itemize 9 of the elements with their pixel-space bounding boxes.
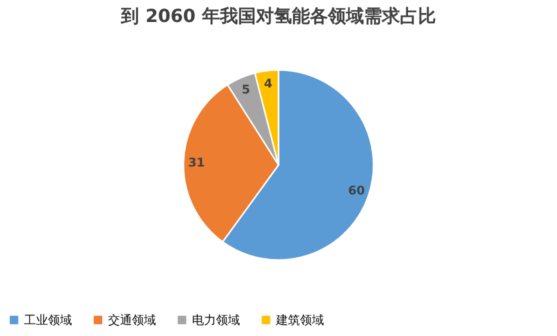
legend-label: 建筑领域: [275, 313, 324, 327]
data-label: 5: [242, 82, 250, 97]
legend-label: 交通领域: [108, 313, 156, 327]
chart-title: 到 2060 年我国对氢能各领域需求占比: [120, 6, 436, 27]
data-label: 31: [188, 155, 205, 170]
legend-label: 工业领域: [24, 313, 72, 327]
legend-label: 电力领域: [192, 313, 240, 327]
data-label: 60: [348, 183, 365, 198]
data-label: 4: [264, 76, 272, 91]
